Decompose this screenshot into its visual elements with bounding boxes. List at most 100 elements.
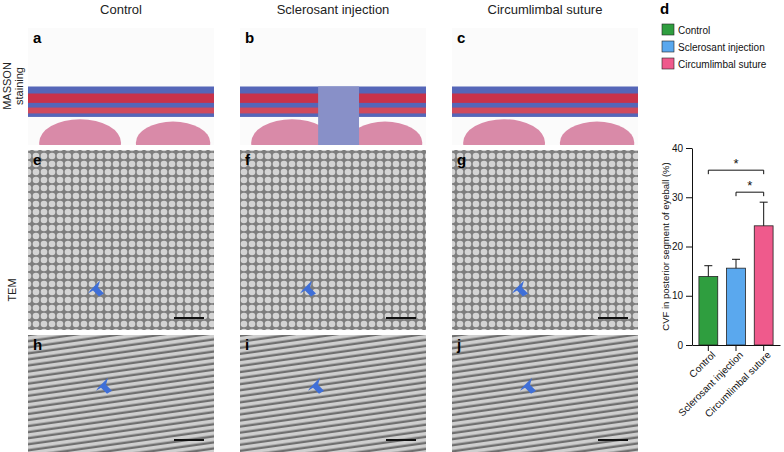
panel-label: h <box>33 336 42 353</box>
legend-label: Control <box>678 25 710 36</box>
row-label: MASSONstaining <box>1 62 25 110</box>
y-tick-mark <box>686 197 692 198</box>
row-label: TEM <box>6 278 18 301</box>
arrow <box>300 280 316 296</box>
panel-bg <box>452 150 638 330</box>
arrow <box>96 378 112 394</box>
panel-label: b <box>245 29 254 46</box>
y-axis-title: CVF in posterior segment of eyeball (%) <box>660 162 671 330</box>
legend-swatch <box>662 24 674 35</box>
error-stem <box>708 266 709 277</box>
scale-bar <box>598 317 628 319</box>
y-tick-label: 40 <box>672 143 684 154</box>
error-stem <box>736 259 737 268</box>
figure: Control Sclerosant injection Circumlimbal … <box>0 0 784 452</box>
y-tick-label: 20 <box>672 241 684 252</box>
panel-bg <box>240 335 426 452</box>
y-tick: 0 <box>677 340 692 351</box>
scale-bar <box>174 317 204 319</box>
column-header: Control <box>100 2 142 17</box>
row-label-line: staining <box>13 67 25 105</box>
y-tick-mark <box>686 148 692 149</box>
y-axis-line <box>692 149 693 346</box>
x-axis: ControlSclerosant injectionCircumlimbal … <box>676 345 780 420</box>
panel-bg <box>240 150 426 330</box>
tissue-band-red <box>452 108 638 114</box>
image-panel <box>28 28 214 145</box>
legend: Control Sclerosant injection Circumlimbal … <box>662 24 767 70</box>
panel-label: e <box>33 151 41 168</box>
tissue-band-red <box>28 94 214 103</box>
y-tick: 20 <box>672 241 692 252</box>
panel-label: a <box>33 29 42 46</box>
tissue-lower <box>136 122 210 145</box>
image-panel <box>452 150 638 330</box>
image-panel <box>28 335 214 452</box>
arrow <box>512 280 528 296</box>
error-cap <box>732 259 740 260</box>
column-header: Sclerosant injection <box>277 2 390 17</box>
x-tick-label: Circumlimbal suture <box>703 349 774 420</box>
tissue-band-red <box>452 94 638 103</box>
panel-label: f <box>245 151 251 168</box>
row-label-line: TEM <box>6 278 18 301</box>
y-tick: 10 <box>672 290 692 301</box>
scale-bar <box>386 317 416 319</box>
panel-label: j <box>456 336 461 353</box>
image-panel <box>240 335 426 452</box>
scale-bar <box>174 439 204 441</box>
image-panel <box>240 28 426 145</box>
y-tick-mark <box>686 345 692 346</box>
panel-bg <box>452 335 638 452</box>
panel-label: g <box>457 151 466 168</box>
y-tick-mark <box>686 296 692 297</box>
significance-label: * <box>747 178 752 193</box>
panel-bg <box>28 335 214 452</box>
image-panel <box>28 150 214 330</box>
panel-label: c <box>457 29 465 46</box>
significance-label: * <box>733 156 738 171</box>
arrow <box>520 378 536 394</box>
y-tick-mark <box>686 247 692 248</box>
y-tick-label: 30 <box>672 192 684 203</box>
bar <box>727 268 746 345</box>
tissue-band-blue <box>28 87 214 117</box>
image-panel <box>452 335 638 452</box>
scale-bar <box>386 439 416 441</box>
legend-label: Circumlimbal suture <box>678 59 767 70</box>
row-label-line: MASSON <box>1 62 13 110</box>
legend-label: Sclerosant injection <box>678 42 765 53</box>
error-cap <box>760 202 768 203</box>
tissue-band-blue <box>318 87 359 146</box>
image-panel <box>452 28 638 145</box>
legend-swatch <box>662 41 674 52</box>
y-tick-label: 0 <box>677 340 683 351</box>
y-tick-label: 10 <box>672 290 684 301</box>
tissue-lower <box>39 119 121 145</box>
arrow <box>88 280 104 296</box>
panel-label: i <box>245 336 249 353</box>
plot-area <box>699 202 773 345</box>
error-bar <box>704 266 712 277</box>
image-panel <box>240 150 426 330</box>
x-tick: Circumlimbal suture <box>703 345 774 420</box>
y-tick: 30 <box>672 192 692 203</box>
y-tick: 40 <box>672 143 692 154</box>
error-bar <box>732 259 740 268</box>
error-cap <box>704 265 712 266</box>
tissue-lower <box>560 122 634 145</box>
bar <box>754 226 773 345</box>
error-stem <box>763 202 764 226</box>
tissue-lower <box>463 119 545 145</box>
tissue-band-red <box>28 108 214 114</box>
panel-label: d <box>660 0 669 17</box>
panel-bg <box>28 150 214 330</box>
y-axis: 0 10 20 30 40 <box>672 143 693 351</box>
column-header: Circumlimbal suture <box>488 2 603 17</box>
error-bar <box>760 202 768 226</box>
scale-bar <box>598 439 628 441</box>
bar <box>699 277 718 345</box>
annotations: ** <box>708 156 763 196</box>
legend-swatch <box>662 58 674 69</box>
arrow <box>308 378 324 394</box>
